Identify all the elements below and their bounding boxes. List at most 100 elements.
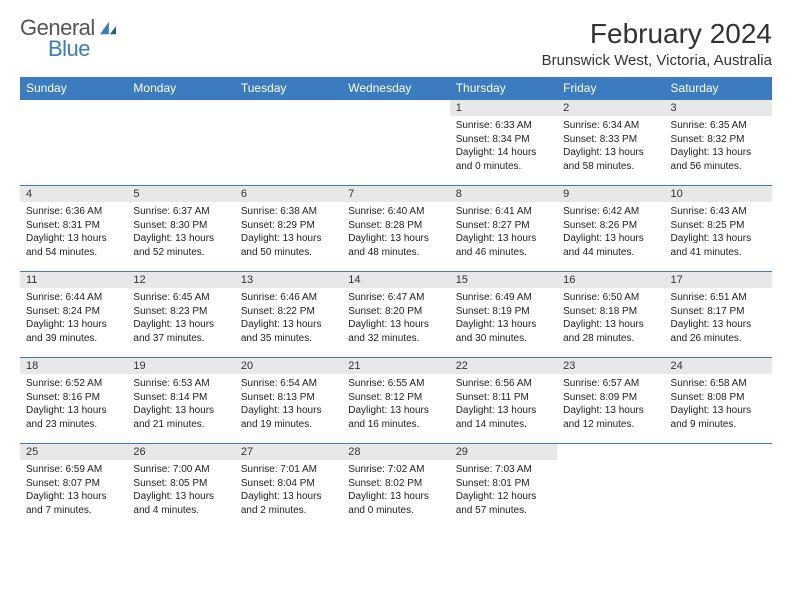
- day-number: 7: [342, 186, 449, 202]
- day-cell: 28Sunrise: 7:02 AMSunset: 8:02 PMDayligh…: [342, 444, 449, 530]
- empty-day-number: [127, 100, 234, 116]
- day-cell: 10Sunrise: 6:43 AMSunset: 8:25 PMDayligh…: [665, 186, 772, 272]
- day-details: Sunrise: 6:35 AMSunset: 8:32 PMDaylight:…: [665, 116, 772, 177]
- day-number: 22: [450, 358, 557, 374]
- day-cell: 20Sunrise: 6:54 AMSunset: 8:13 PMDayligh…: [235, 358, 342, 444]
- day-details: Sunrise: 6:51 AMSunset: 8:17 PMDaylight:…: [665, 288, 772, 349]
- day-number: 3: [665, 100, 772, 116]
- day-header: Thursday: [450, 77, 557, 100]
- day-number: 12: [127, 272, 234, 288]
- day-details: Sunrise: 6:57 AMSunset: 8:09 PMDaylight:…: [557, 374, 664, 435]
- day-number: 5: [127, 186, 234, 202]
- day-cell: [20, 100, 127, 186]
- day-cell: 18Sunrise: 6:52 AMSunset: 8:16 PMDayligh…: [20, 358, 127, 444]
- week-row: 25Sunrise: 6:59 AMSunset: 8:07 PMDayligh…: [20, 444, 772, 530]
- week-row: 18Sunrise: 6:52 AMSunset: 8:16 PMDayligh…: [20, 358, 772, 444]
- day-cell: 24Sunrise: 6:58 AMSunset: 8:08 PMDayligh…: [665, 358, 772, 444]
- day-number: 16: [557, 272, 664, 288]
- logo-sail-icon: [98, 20, 118, 39]
- day-header: Monday: [127, 77, 234, 100]
- day-details: Sunrise: 6:37 AMSunset: 8:30 PMDaylight:…: [127, 202, 234, 263]
- day-cell: 7Sunrise: 6:40 AMSunset: 8:28 PMDaylight…: [342, 186, 449, 272]
- day-details: Sunrise: 6:58 AMSunset: 8:08 PMDaylight:…: [665, 374, 772, 435]
- day-number: 2: [557, 100, 664, 116]
- day-cell: 21Sunrise: 6:55 AMSunset: 8:12 PMDayligh…: [342, 358, 449, 444]
- day-number: 24: [665, 358, 772, 374]
- day-number: 10: [665, 186, 772, 202]
- week-row: 11Sunrise: 6:44 AMSunset: 8:24 PMDayligh…: [20, 272, 772, 358]
- day-number: 21: [342, 358, 449, 374]
- day-number: 6: [235, 186, 342, 202]
- day-cell: [235, 100, 342, 186]
- logo-text-blue: Blue: [48, 39, 118, 60]
- month-title: February 2024: [542, 18, 772, 50]
- day-cell: 5Sunrise: 6:37 AMSunset: 8:30 PMDaylight…: [127, 186, 234, 272]
- day-number: 17: [665, 272, 772, 288]
- day-header: Friday: [557, 77, 664, 100]
- day-cell: [127, 100, 234, 186]
- day-header: Saturday: [665, 77, 772, 100]
- location-subtitle: Brunswick West, Victoria, Australia: [542, 52, 772, 69]
- day-cell: 15Sunrise: 6:49 AMSunset: 8:19 PMDayligh…: [450, 272, 557, 358]
- empty-day-number: [557, 444, 664, 460]
- day-cell: 26Sunrise: 7:00 AMSunset: 8:05 PMDayligh…: [127, 444, 234, 530]
- day-details: Sunrise: 7:03 AMSunset: 8:01 PMDaylight:…: [450, 460, 557, 521]
- day-number: 28: [342, 444, 449, 460]
- day-details: Sunrise: 6:46 AMSunset: 8:22 PMDaylight:…: [235, 288, 342, 349]
- day-number: 1: [450, 100, 557, 116]
- day-details: Sunrise: 6:41 AMSunset: 8:27 PMDaylight:…: [450, 202, 557, 263]
- day-number: 23: [557, 358, 664, 374]
- header: GeneralBlue February 2024 Brunswick West…: [20, 18, 772, 69]
- day-header-row: Sunday Monday Tuesday Wednesday Thursday…: [20, 77, 772, 100]
- day-header: Wednesday: [342, 77, 449, 100]
- day-number: 27: [235, 444, 342, 460]
- day-details: Sunrise: 7:01 AMSunset: 8:04 PMDaylight:…: [235, 460, 342, 521]
- day-cell: 4Sunrise: 6:36 AMSunset: 8:31 PMDaylight…: [20, 186, 127, 272]
- week-row: 4Sunrise: 6:36 AMSunset: 8:31 PMDaylight…: [20, 186, 772, 272]
- day-details: Sunrise: 6:40 AMSunset: 8:28 PMDaylight:…: [342, 202, 449, 263]
- day-cell: [665, 444, 772, 530]
- day-cell: 1Sunrise: 6:33 AMSunset: 8:34 PMDaylight…: [450, 100, 557, 186]
- day-cell: 13Sunrise: 6:46 AMSunset: 8:22 PMDayligh…: [235, 272, 342, 358]
- calendar-table: Sunday Monday Tuesday Wednesday Thursday…: [20, 77, 772, 530]
- day-details: Sunrise: 6:45 AMSunset: 8:23 PMDaylight:…: [127, 288, 234, 349]
- day-details: Sunrise: 6:38 AMSunset: 8:29 PMDaylight:…: [235, 202, 342, 263]
- day-cell: 16Sunrise: 6:50 AMSunset: 8:18 PMDayligh…: [557, 272, 664, 358]
- day-number: 8: [450, 186, 557, 202]
- empty-day-number: [665, 444, 772, 460]
- day-details: Sunrise: 6:54 AMSunset: 8:13 PMDaylight:…: [235, 374, 342, 435]
- day-details: Sunrise: 6:47 AMSunset: 8:20 PMDaylight:…: [342, 288, 449, 349]
- day-number: 4: [20, 186, 127, 202]
- week-row: 1Sunrise: 6:33 AMSunset: 8:34 PMDaylight…: [20, 100, 772, 186]
- day-details: Sunrise: 6:34 AMSunset: 8:33 PMDaylight:…: [557, 116, 664, 177]
- day-number: 15: [450, 272, 557, 288]
- day-cell: 19Sunrise: 6:53 AMSunset: 8:14 PMDayligh…: [127, 358, 234, 444]
- logo: GeneralBlue: [20, 18, 118, 60]
- day-number: 20: [235, 358, 342, 374]
- day-number: 11: [20, 272, 127, 288]
- day-details: Sunrise: 6:44 AMSunset: 8:24 PMDaylight:…: [20, 288, 127, 349]
- day-details: Sunrise: 6:59 AMSunset: 8:07 PMDaylight:…: [20, 460, 127, 521]
- day-cell: 3Sunrise: 6:35 AMSunset: 8:32 PMDaylight…: [665, 100, 772, 186]
- day-details: Sunrise: 6:43 AMSunset: 8:25 PMDaylight:…: [665, 202, 772, 263]
- day-header: Sunday: [20, 77, 127, 100]
- day-cell: 12Sunrise: 6:45 AMSunset: 8:23 PMDayligh…: [127, 272, 234, 358]
- day-header: Tuesday: [235, 77, 342, 100]
- day-details: Sunrise: 7:02 AMSunset: 8:02 PMDaylight:…: [342, 460, 449, 521]
- day-details: Sunrise: 6:52 AMSunset: 8:16 PMDaylight:…: [20, 374, 127, 435]
- day-cell: [557, 444, 664, 530]
- day-cell: 22Sunrise: 6:56 AMSunset: 8:11 PMDayligh…: [450, 358, 557, 444]
- day-details: Sunrise: 6:42 AMSunset: 8:26 PMDaylight:…: [557, 202, 664, 263]
- day-number: 14: [342, 272, 449, 288]
- empty-day-number: [20, 100, 127, 116]
- day-cell: 6Sunrise: 6:38 AMSunset: 8:29 PMDaylight…: [235, 186, 342, 272]
- day-cell: 11Sunrise: 6:44 AMSunset: 8:24 PMDayligh…: [20, 272, 127, 358]
- day-cell: 2Sunrise: 6:34 AMSunset: 8:33 PMDaylight…: [557, 100, 664, 186]
- day-details: Sunrise: 6:33 AMSunset: 8:34 PMDaylight:…: [450, 116, 557, 177]
- day-cell: 14Sunrise: 6:47 AMSunset: 8:20 PMDayligh…: [342, 272, 449, 358]
- day-cell: 25Sunrise: 6:59 AMSunset: 8:07 PMDayligh…: [20, 444, 127, 530]
- day-cell: 27Sunrise: 7:01 AMSunset: 8:04 PMDayligh…: [235, 444, 342, 530]
- day-details: Sunrise: 7:00 AMSunset: 8:05 PMDaylight:…: [127, 460, 234, 521]
- day-number: 18: [20, 358, 127, 374]
- day-cell: 9Sunrise: 6:42 AMSunset: 8:26 PMDaylight…: [557, 186, 664, 272]
